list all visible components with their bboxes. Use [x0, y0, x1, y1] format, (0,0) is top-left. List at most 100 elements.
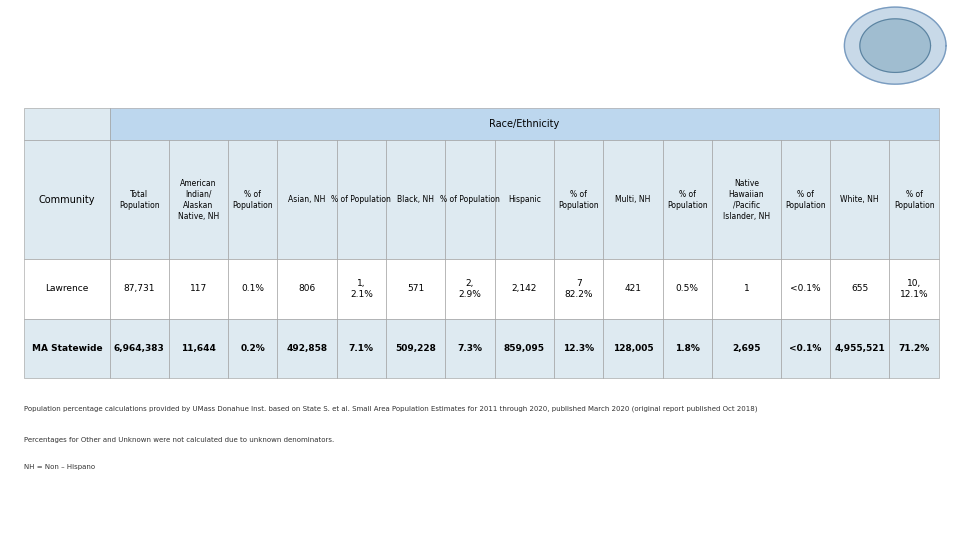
Text: 655: 655: [852, 285, 869, 293]
Bar: [889, 259, 939, 319]
Bar: [554, 319, 604, 378]
Text: 1.8%: 1.8%: [675, 344, 700, 353]
Text: 128,005: 128,005: [612, 344, 653, 353]
Bar: [169, 319, 228, 378]
Text: 2,
2.9%: 2, 2.9%: [459, 279, 482, 299]
Text: <0.1%: <0.1%: [789, 344, 822, 353]
Bar: [494, 140, 554, 259]
Text: 6,964,383: 6,964,383: [114, 344, 165, 353]
Bar: [604, 319, 662, 378]
Text: % of Population: % of Population: [440, 195, 500, 204]
Text: 421: 421: [624, 285, 641, 293]
Text: Black, NH: Black, NH: [397, 195, 434, 204]
Bar: [889, 319, 939, 378]
Text: 492,858: 492,858: [286, 344, 327, 353]
Text: 571: 571: [407, 285, 424, 293]
Text: <0.1%: <0.1%: [790, 285, 821, 293]
Text: 7
82.2%: 7 82.2%: [564, 279, 593, 299]
Text: 7.3%: 7.3%: [458, 344, 483, 353]
Text: 4,955,521: 4,955,521: [834, 344, 885, 353]
Polygon shape: [860, 19, 930, 72]
Bar: [554, 259, 604, 319]
Text: % of
Population: % of Population: [232, 190, 273, 210]
Bar: [604, 140, 662, 259]
Text: American
Indian/
Alaskan
Native, NH: American Indian/ Alaskan Native, NH: [178, 179, 219, 221]
Bar: [24, 140, 109, 259]
Text: 2,142: 2,142: [512, 285, 537, 293]
Bar: [228, 319, 277, 378]
Bar: [445, 140, 494, 259]
Bar: [277, 259, 337, 319]
Text: 7.1%: 7.1%: [348, 344, 373, 353]
Text: 11,644: 11,644: [181, 344, 216, 353]
Text: Multi, NH: Multi, NH: [615, 195, 651, 204]
Bar: [24, 319, 109, 378]
Bar: [228, 140, 277, 259]
Text: % of
Population: % of Population: [667, 190, 708, 210]
Text: 12.3%: 12.3%: [564, 344, 594, 353]
Bar: [780, 319, 830, 378]
Bar: [662, 140, 712, 259]
Bar: [24, 108, 109, 140]
Bar: [277, 140, 337, 259]
Bar: [337, 140, 386, 259]
Bar: [109, 259, 169, 319]
Text: 1,
2.1%: 1, 2.1%: [350, 279, 372, 299]
Text: Community: Community: [38, 195, 95, 205]
Bar: [780, 259, 830, 319]
Text: Asian, NH: Asian, NH: [288, 195, 325, 204]
Bar: [494, 259, 554, 319]
Bar: [109, 108, 939, 140]
Text: Race/Ethnicity: Race/Ethnicity: [490, 119, 560, 129]
Text: 10,
12.1%: 10, 12.1%: [900, 279, 928, 299]
Text: 0.5%: 0.5%: [676, 285, 699, 293]
Bar: [277, 319, 337, 378]
Bar: [712, 140, 780, 259]
Text: 0.1%: 0.1%: [241, 285, 264, 293]
Bar: [337, 259, 386, 319]
Text: MA Statewide: MA Statewide: [32, 344, 102, 353]
Bar: [712, 319, 780, 378]
Bar: [780, 140, 830, 259]
Bar: [889, 140, 939, 259]
Bar: [169, 140, 228, 259]
Text: Profile of Lawrence by Race/Ethnicity: Profile of Lawrence by Race/Ethnicity: [125, 31, 739, 59]
Text: % of
Population: % of Population: [894, 190, 934, 210]
Bar: [554, 140, 604, 259]
Text: Hispanic: Hispanic: [508, 195, 540, 204]
Bar: [109, 140, 169, 259]
Bar: [445, 319, 494, 378]
Bar: [386, 140, 445, 259]
Text: Percentages for Other and Unknown were not calculated due to unknown denominator: Percentages for Other and Unknown were n…: [24, 437, 334, 443]
Text: White, NH: White, NH: [840, 195, 879, 204]
Text: % of
Population: % of Population: [785, 190, 826, 210]
Bar: [604, 259, 662, 319]
Text: 87,731: 87,731: [124, 285, 156, 293]
Bar: [712, 259, 780, 319]
Bar: [386, 259, 445, 319]
Bar: [386, 319, 445, 378]
Text: 17: 17: [918, 519, 935, 532]
Bar: [830, 259, 889, 319]
Text: NH = Non – Hispano: NH = Non – Hispano: [24, 464, 95, 470]
Text: 1: 1: [743, 285, 749, 293]
Bar: [24, 259, 109, 319]
Bar: [228, 259, 277, 319]
Bar: [830, 140, 889, 259]
Text: Lawrence: Lawrence: [45, 285, 88, 293]
Text: Population percentage calculations provided by UMass Donahue Inst. based on Stat: Population percentage calculations provi…: [24, 405, 757, 411]
Text: 509,228: 509,228: [396, 344, 436, 353]
Bar: [337, 319, 386, 378]
Bar: [830, 319, 889, 378]
Text: Native
Hawaiian
/Pacific
Islander, NH: Native Hawaiian /Pacific Islander, NH: [723, 179, 770, 221]
Bar: [494, 319, 554, 378]
Bar: [662, 259, 712, 319]
Bar: [662, 319, 712, 378]
Text: 117: 117: [190, 285, 207, 293]
Text: 859,095: 859,095: [504, 344, 545, 353]
Text: 2,695: 2,695: [732, 344, 760, 353]
Text: Total
Population: Total Population: [119, 190, 159, 210]
Polygon shape: [845, 7, 946, 84]
Bar: [109, 319, 169, 378]
Text: 71.2%: 71.2%: [899, 344, 929, 353]
